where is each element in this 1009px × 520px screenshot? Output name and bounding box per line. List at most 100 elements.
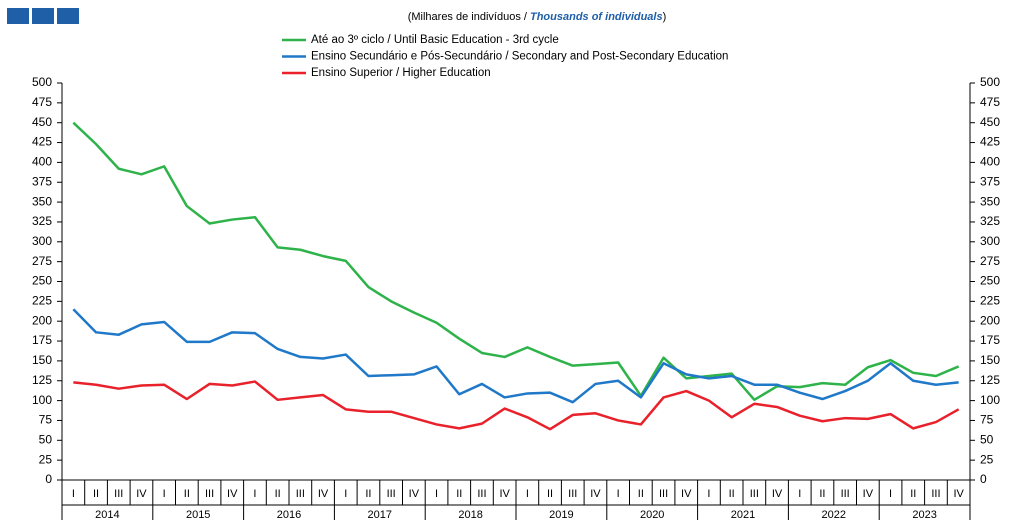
y-tick-label: 250 [32,274,52,288]
y2-tick-label: 0 [980,472,987,486]
year-label: 2022 [822,509,846,520]
y-tick-label: 175 [32,333,52,347]
y-tick-label: 0 [45,472,52,486]
y2-tick-label: 400 [980,155,1000,169]
logo-block [57,8,79,24]
year-label: 2019 [549,509,573,520]
x-tick-label: IV [136,488,147,500]
y2-tick-label: 250 [980,274,1000,288]
x-tick-label: III [568,488,577,500]
y2-tick-label: 175 [980,333,1000,347]
x-tick-label: IV [318,488,329,500]
series-line [72,308,959,404]
x-tick-label: II [184,488,190,500]
x-tick-label: II [93,488,99,500]
x-tick-label: IV [681,488,692,500]
year-label: 2020 [640,509,664,520]
y-tick-label: 225 [32,294,52,308]
x-tick-label: III [296,488,305,500]
x-tick-label: II [729,488,735,500]
x-tick-label: I [163,488,166,500]
x-tick-label: II [547,488,553,500]
legend-label: Ensino Superior / Higher Education [311,67,491,79]
x-tick-label: III [114,488,123,500]
y-tick-label: 475 [32,95,52,109]
y-tick-label: 450 [32,115,52,129]
x-tick-label: III [205,488,214,500]
y2-tick-label: 25 [980,452,994,466]
y2-tick-label: 425 [980,135,1000,149]
subtitle-end: ) [663,11,667,23]
legend-label: Até ao 3º ciclo / Until Basic Education … [311,34,559,46]
x-tick-label: I [435,488,438,500]
x-tick-label: I [253,488,256,500]
y-tick-label: 425 [32,135,52,149]
year-label: 2015 [186,509,210,520]
y2-tick-label: 150 [980,353,1000,367]
y-tick-label: 500 [32,75,52,89]
x-tick-label: III [841,488,850,500]
y2-tick-label: 450 [980,115,1000,129]
y-tick-label: 400 [32,155,52,169]
year-label: 2014 [95,509,119,520]
x-tick-label: III [931,488,940,500]
y-tick-label: 125 [32,373,52,387]
x-tick-label: I [707,488,710,500]
y2-tick-label: 375 [980,174,1000,188]
y2-tick-label: 275 [980,254,1000,268]
x-tick-label: I [526,488,529,500]
logo-block [32,8,54,24]
y-tick-label: 75 [39,413,53,427]
x-tick-label: I [72,488,75,500]
x-tick-label: IV [772,488,783,500]
x-tick-label: II [456,488,462,500]
year-label: 2017 [368,509,392,520]
x-tick-label: II [910,488,916,500]
y-tick-label: 275 [32,254,52,268]
y2-tick-label: 125 [980,373,1000,387]
y-tick-label: 350 [32,194,52,208]
y2-tick-label: 75 [980,413,994,427]
y-tick-label: 25 [39,452,53,466]
subtitle: (Milhares de indivíduos / Thousands of i… [408,11,667,23]
x-tick-label: IV [953,488,964,500]
x-tick-label: IV [409,488,420,500]
y2-tick-label: 50 [980,432,994,446]
x-tick-label: III [477,488,486,500]
x-tick-label: IV [227,488,238,500]
series-line [72,121,960,402]
y2-tick-label: 325 [980,214,1000,228]
x-tick-label: IV [590,488,601,500]
y2-tick-label: 350 [980,194,1000,208]
y-tick-label: 375 [32,174,52,188]
y2-tick-label: 200 [980,313,1000,327]
subtitle-en: Thousands of individuals [530,11,663,23]
y-tick-label: 100 [32,393,52,407]
x-tick-label: II [819,488,825,500]
y2-tick-label: 475 [980,95,1000,109]
legend-label: Ensino Secundário e Pós-Secundário / Sec… [311,51,728,63]
y2-tick-label: 225 [980,294,1000,308]
logo-block [7,8,29,24]
x-tick-label: II [365,488,371,500]
x-tick-label: I [798,488,801,500]
year-label: 2023 [912,509,936,520]
y2-tick-label: 300 [980,234,1000,248]
series-line [73,380,960,431]
y-tick-label: 300 [32,234,52,248]
y-tick-label: 50 [39,432,53,446]
y2-tick-label: 500 [980,75,1000,89]
y-tick-label: 200 [32,313,52,327]
x-tick-label: I [889,488,892,500]
year-label: 2021 [731,509,755,520]
year-label: 2018 [458,509,482,520]
y2-tick-label: 100 [980,393,1000,407]
y-tick-label: 150 [32,353,52,367]
x-tick-label: I [617,488,620,500]
x-tick-label: III [387,488,396,500]
subtitle-pt: (Milhares de indivíduos / [408,11,530,23]
y-tick-label: 325 [32,214,52,228]
x-tick-label: IV [863,488,874,500]
year-label: 2016 [277,509,301,520]
